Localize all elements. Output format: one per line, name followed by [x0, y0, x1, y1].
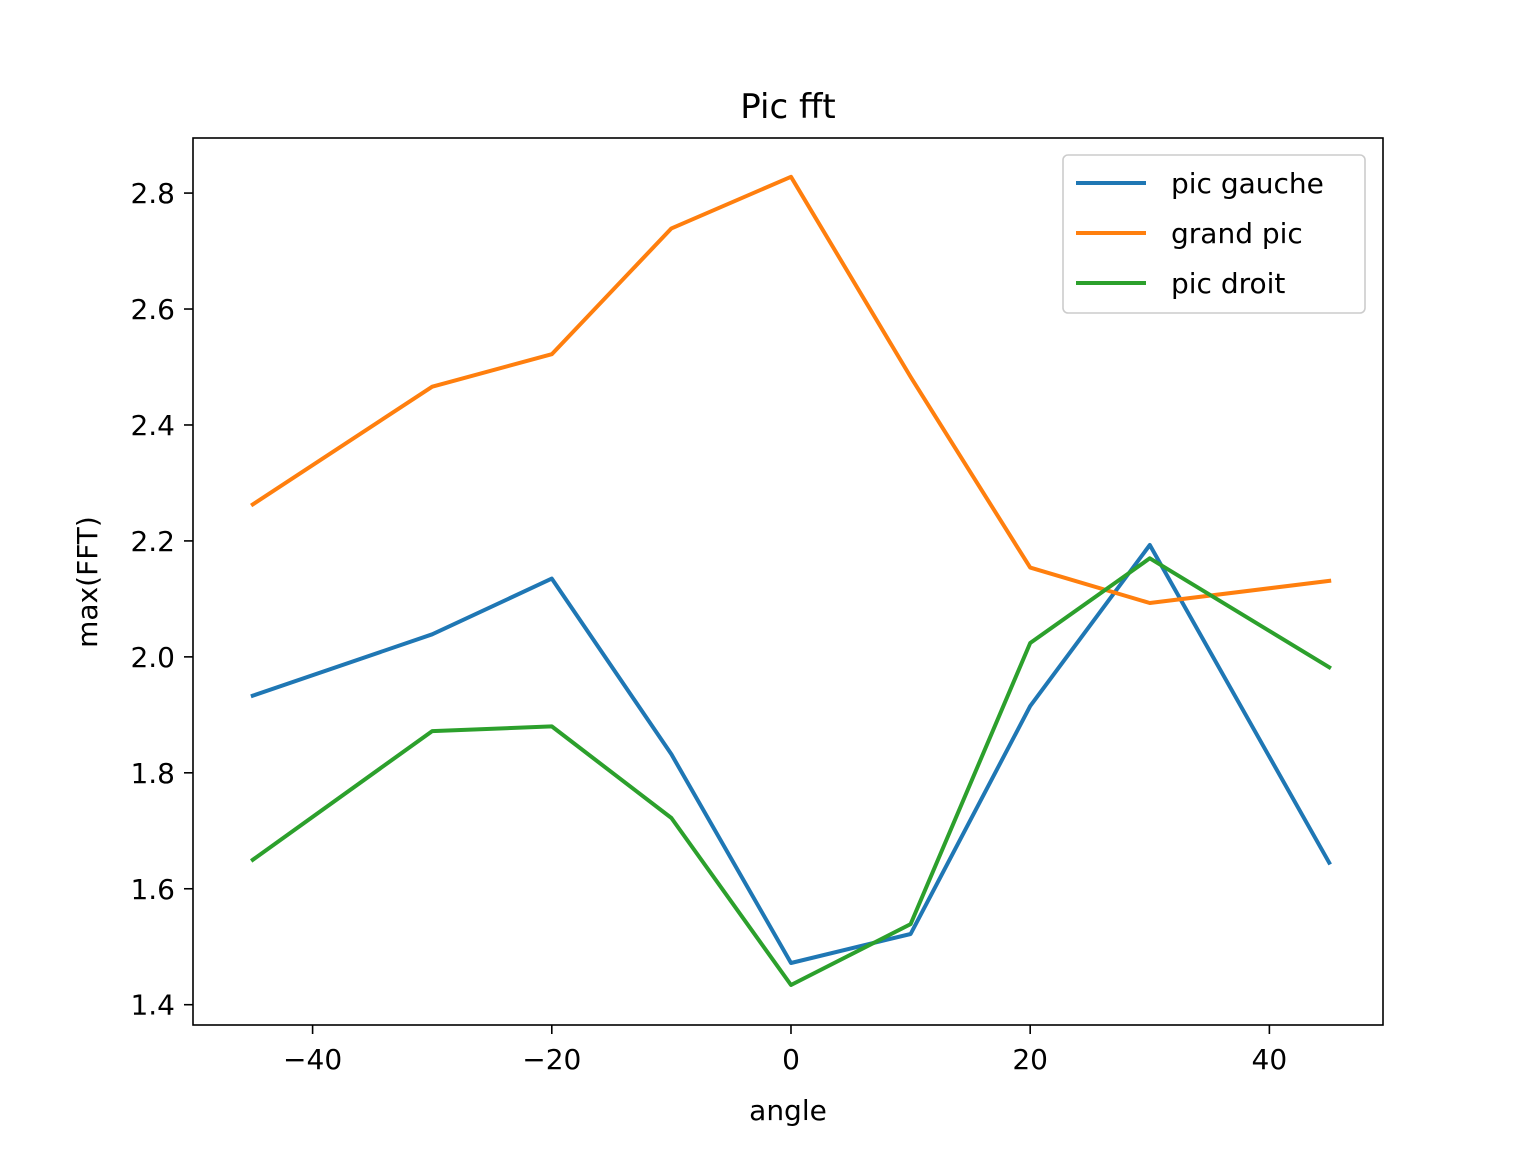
x-tick-label: 0 — [782, 1043, 800, 1076]
x-axis-label: angle — [749, 1094, 827, 1127]
y-tick-label: 1.8 — [130, 757, 175, 790]
x-axis: −40 −20 0 20 40 — [283, 1025, 1287, 1076]
series-layer — [250, 174, 1332, 987]
y-axis: 1.4 1.6 1.8 2.0 2.2 2.4 2.6 2.8 — [130, 177, 193, 1022]
legend-label-1: pic gauche — [1171, 167, 1324, 200]
series-line-1 — [250, 543, 1332, 965]
y-tick-label: 1.6 — [130, 873, 175, 906]
legend-label-2: grand pic — [1171, 217, 1303, 250]
y-tick-label: 2.8 — [130, 177, 175, 210]
y-tick-label: 2.2 — [130, 525, 175, 558]
x-tick-label: −20 — [522, 1043, 581, 1076]
x-tick-label: −40 — [283, 1043, 342, 1076]
legend-box — [1062, 154, 1366, 314]
y-axis-label: max(FFT) — [71, 516, 104, 648]
legend: pic gauche grand pic pic droit — [1062, 154, 1366, 314]
legend-label-3: pic droit — [1171, 267, 1285, 300]
x-tick-label: 20 — [1012, 1043, 1048, 1076]
series-line-2 — [250, 174, 1332, 605]
y-tick-label: 1.4 — [130, 989, 175, 1022]
y-tick-label: 2.0 — [130, 641, 175, 674]
y-tick-label: 2.6 — [130, 293, 175, 326]
series-line-3 — [250, 556, 1332, 987]
chart-title: Pic fft — [740, 87, 835, 127]
x-tick-label: 40 — [1252, 1043, 1288, 1076]
y-tick-label: 2.4 — [130, 409, 175, 442]
plot-frame — [192, 137, 1384, 1026]
